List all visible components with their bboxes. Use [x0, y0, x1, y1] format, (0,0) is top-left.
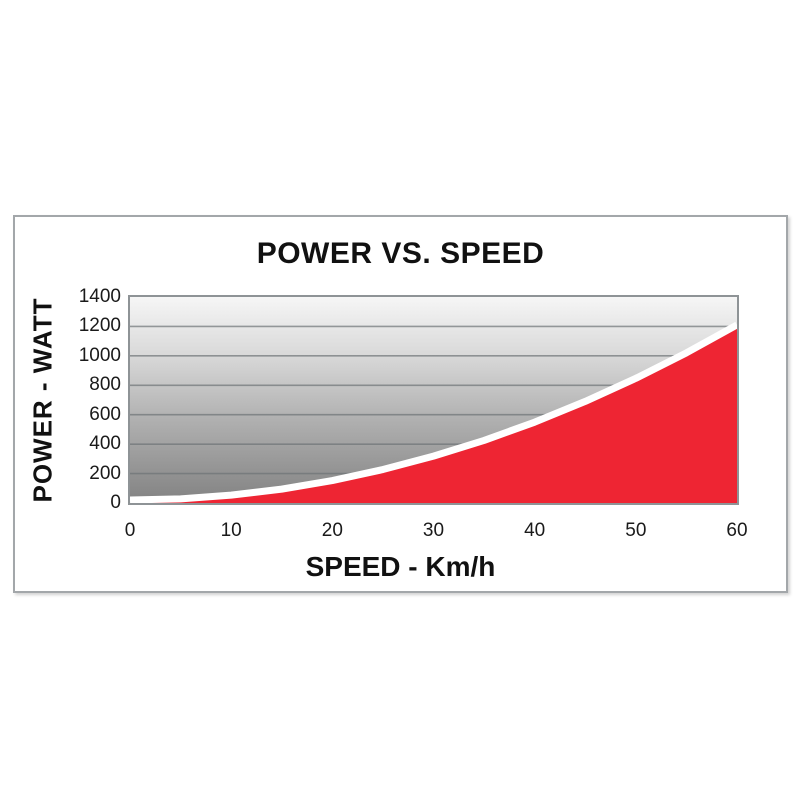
x-tick-label-20: 20	[321, 520, 343, 541]
x-tick-label-0: 0	[124, 520, 136, 541]
y-tick-label-200: 200	[89, 462, 121, 484]
x-tick-label-50: 50	[625, 520, 647, 541]
power-speed-plot	[130, 321, 737, 503]
figure-box: POWER VS. SPEED POWER - WATT 1400 1200 100…	[13, 215, 788, 593]
chart-title: POWER VS. SPEED	[256, 237, 545, 270]
y-tick-label-800: 800	[89, 374, 121, 396]
y-tick-label-600: 600	[89, 403, 121, 425]
power-curve	[130, 321, 737, 503]
y-axis-ticks: 1400 1200 1000 800 600 400 200 0	[15, 286, 121, 513]
x-tick-label-60: 60	[726, 520, 748, 541]
x-tick-label-40: 40	[524, 520, 546, 541]
power-area	[130, 327, 737, 503]
y-tick-label-0: 0	[110, 492, 121, 513]
x-tick-label-10: 10	[220, 520, 242, 541]
y-tick-label-1400: 1400	[78, 286, 121, 307]
y-tick-label-400: 400	[89, 433, 121, 455]
y-tick-label-1200: 1200	[78, 315, 121, 337]
plot-area	[128, 295, 739, 505]
y-tick-label-1000: 1000	[78, 344, 121, 366]
x-axis-title: SPEED - Km/h	[305, 551, 496, 582]
x-axis-ticks: 0 10 20 30 40 50 60	[125, 520, 748, 544]
x-tick-label-30: 30	[422, 520, 445, 541]
